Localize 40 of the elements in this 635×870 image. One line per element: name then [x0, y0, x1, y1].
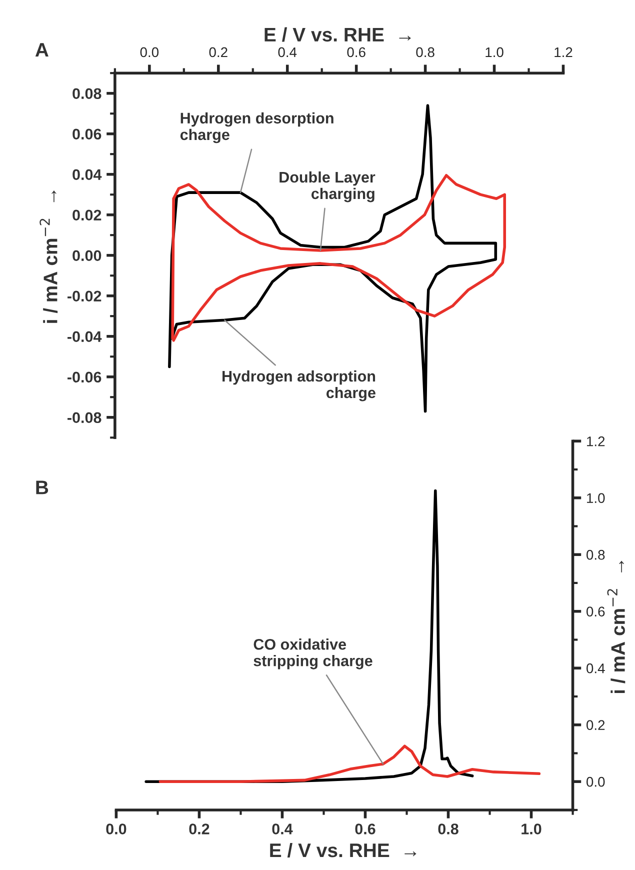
x-tick-label: 0.8 — [438, 824, 458, 834]
x-tick-label: 0.4 — [278, 47, 297, 58]
y-tick-label: 0.08 — [72, 88, 102, 100]
x-tick-label: 1.0 — [522, 824, 542, 834]
y-tick-label: -0.08 — [68, 412, 102, 424]
x-tick-label: 0.0 — [140, 47, 159, 58]
x-tick-label: 0.4 — [272, 824, 293, 834]
text: i / mA cm$^{−2}$ → — [607, 560, 626, 694]
text: i / mA cm$^{−2}$ → — [40, 190, 58, 323]
x-tick-label: 1.2 — [554, 47, 572, 58]
line-series — [158, 744, 541, 783]
annotation: CO oxidative stripping charge — [254, 638, 372, 670]
x-tick-label: 0.0 — [106, 824, 126, 834]
y-tick-label: 0.02 — [72, 210, 102, 221]
x-tick-label: 0.2 — [209, 47, 228, 58]
y-tick-label: 0.8 — [586, 550, 605, 560]
y-tick-label: 0.2 — [586, 720, 605, 730]
x-tick-label: 0.2 — [189, 824, 210, 834]
y-tick-label: 0.0 — [586, 776, 605, 787]
y-tick-label: 0.00 — [72, 250, 102, 262]
y-tick-label: -0.04 — [68, 331, 102, 342]
text: B — [36, 480, 48, 494]
annotation: Hydrogen adsorption charge — [222, 370, 376, 402]
chart-title: A — [35, 43, 48, 57]
x-tick-label: 0.6 — [347, 47, 366, 58]
y-tick-label: 1.0 — [587, 493, 605, 504]
y-tick-label: -0.06 — [68, 372, 102, 383]
y-tick-label: 0.04 — [72, 169, 102, 180]
x-tick-label: 0.6 — [355, 824, 376, 834]
y-tick-label: -0.02 — [68, 290, 102, 302]
y-tick-label: 0.4 — [586, 663, 605, 674]
x-tick-label: 1.0 — [486, 47, 504, 58]
y-tick-label: 0.06 — [72, 128, 102, 140]
y-tick-label: 0.6 — [586, 606, 605, 617]
annotation: Double Layer charging — [280, 171, 376, 202]
annotation: Hydrogen desorption charge — [180, 112, 334, 144]
x-axis-title: E / V vs. RHE → — [270, 842, 416, 858]
x-axis-title: E / V vs. RHE → — [264, 27, 411, 42]
y-tick-label: 1.2 — [587, 436, 605, 446]
x-tick-label: 0.8 — [416, 47, 434, 58]
